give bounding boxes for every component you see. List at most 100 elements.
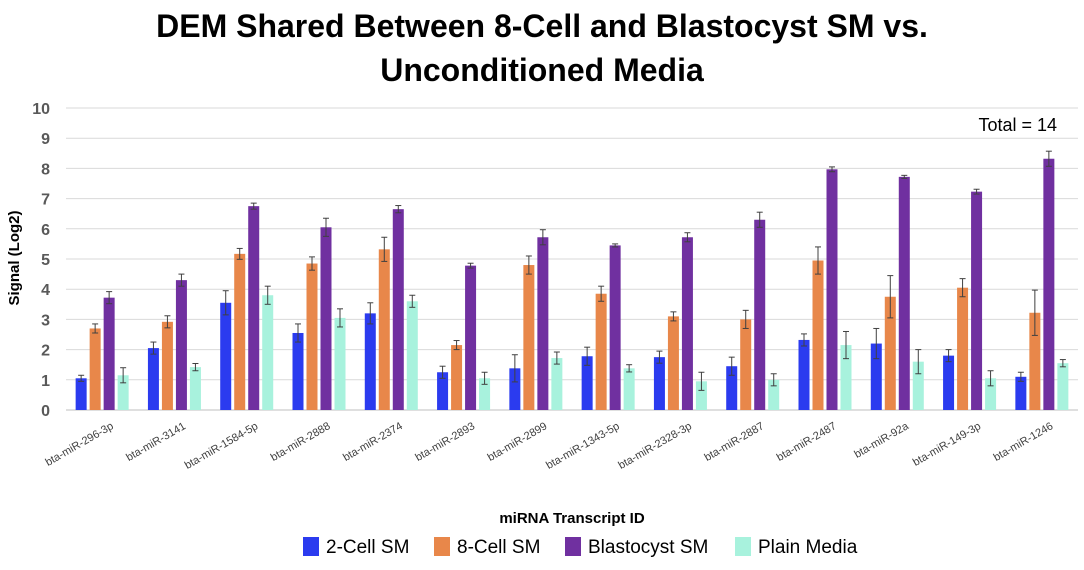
bar bbox=[523, 265, 535, 410]
bars bbox=[75, 158, 1069, 410]
bar bbox=[1029, 312, 1041, 410]
bar bbox=[364, 313, 376, 410]
bar bbox=[971, 191, 983, 410]
bar bbox=[1043, 158, 1055, 410]
bar bbox=[437, 372, 449, 410]
bar bbox=[537, 237, 549, 410]
bar bbox=[912, 361, 924, 410]
bar bbox=[551, 358, 563, 410]
bar bbox=[392, 209, 404, 410]
bar bbox=[695, 381, 707, 410]
bar bbox=[378, 249, 390, 410]
bar bbox=[1057, 363, 1069, 410]
legend-swatch bbox=[735, 537, 751, 556]
error-bars bbox=[78, 150, 1066, 391]
bar bbox=[840, 345, 852, 410]
bar bbox=[248, 206, 260, 410]
x-tick-label: bta-miR-1246 bbox=[992, 420, 1056, 464]
chart-title-line-2: Unconditioned Media bbox=[380, 52, 704, 88]
bar bbox=[957, 287, 969, 410]
bar bbox=[89, 328, 101, 410]
bar bbox=[653, 357, 665, 410]
bar bbox=[740, 319, 752, 410]
bar bbox=[234, 253, 246, 410]
y-tick-label: 7 bbox=[41, 192, 50, 209]
y-tick-label: 1 bbox=[41, 373, 50, 390]
legend-swatch bbox=[303, 537, 319, 556]
y-tick-label: 8 bbox=[41, 161, 50, 178]
x-tick-label: bta-miR-2487 bbox=[775, 420, 839, 464]
bar bbox=[75, 378, 87, 410]
y-tick-label: 3 bbox=[41, 312, 50, 329]
y-axis-ticks: 0 1 2 3 4 5 6 7 8 9 10 bbox=[32, 101, 50, 420]
x-tick-label: bta-miR-2887 bbox=[703, 420, 767, 464]
legend-label: 2-Cell SM bbox=[326, 537, 409, 558]
bar bbox=[826, 169, 838, 410]
bar bbox=[726, 366, 738, 410]
y-tick-label: 10 bbox=[32, 101, 50, 118]
y-tick-label: 6 bbox=[41, 222, 50, 239]
bar bbox=[985, 378, 997, 410]
x-tick-label: bta-miR-149-3p bbox=[911, 420, 983, 469]
bar bbox=[292, 332, 304, 410]
legend-label: Blastocyst SM bbox=[588, 537, 708, 558]
bar bbox=[320, 227, 332, 410]
x-axis-ticks: bta-miR-296-3p bta-miR-3141bta-miR-1584-5… bbox=[43, 420, 1055, 472]
y-tick-label: 5 bbox=[41, 252, 50, 269]
bar bbox=[870, 343, 882, 410]
y-tick-label: 0 bbox=[41, 403, 50, 420]
bar bbox=[220, 302, 232, 410]
total-annotation: Total = 14 bbox=[978, 115, 1057, 135]
bar bbox=[147, 348, 159, 410]
x-axis-label: miRNA Transcript ID bbox=[499, 510, 644, 527]
legend-label: 8-Cell SM bbox=[457, 537, 540, 558]
bar bbox=[479, 378, 491, 410]
bar bbox=[406, 301, 418, 410]
bar bbox=[1015, 376, 1027, 410]
legend: 2-Cell SM 8-Cell SM Blastocyst SM Plain Med… bbox=[303, 537, 858, 558]
bar bbox=[306, 263, 318, 410]
bar bbox=[943, 355, 955, 410]
bar bbox=[768, 379, 780, 410]
bar bbox=[681, 237, 693, 410]
bar bbox=[262, 295, 274, 410]
legend-label: Plain Media bbox=[758, 537, 858, 558]
y-tick-label: 4 bbox=[41, 282, 50, 299]
legend-swatch bbox=[565, 537, 581, 556]
bar bbox=[609, 245, 621, 410]
bar bbox=[754, 219, 766, 410]
bar bbox=[451, 345, 463, 410]
bar bbox=[884, 296, 896, 410]
bar bbox=[103, 297, 115, 410]
bar bbox=[595, 293, 607, 410]
gridlines bbox=[66, 107, 1078, 411]
chart-title-line-1: DEM Shared Between 8-Cell and Blastocyst… bbox=[156, 8, 928, 44]
bar bbox=[812, 260, 824, 410]
bar bbox=[509, 368, 521, 410]
x-tick-label: bta-miR-1343-5p bbox=[544, 420, 621, 472]
x-tick-label: bta-miR-296-3p bbox=[43, 420, 115, 469]
x-tick-label: bta-miR-2888 bbox=[269, 420, 333, 464]
bar bbox=[798, 339, 810, 410]
bar bbox=[161, 321, 173, 410]
x-tick-label: bta-miR-3141 bbox=[124, 420, 188, 464]
bar bbox=[117, 375, 129, 410]
y-tick-label: 2 bbox=[41, 343, 50, 360]
x-tick-label: bta-miR-2328-3p bbox=[616, 420, 693, 472]
x-tick-label: bta-miR-2374 bbox=[341, 420, 405, 464]
bar bbox=[465, 265, 477, 410]
x-tick-label: bta-miR-2893 bbox=[413, 420, 477, 464]
bar bbox=[898, 176, 910, 410]
bar bbox=[189, 367, 201, 410]
bar bbox=[334, 317, 346, 410]
chart-title: DEM Shared Between 8-Cell and Blastocyst… bbox=[0, 4, 1084, 92]
bar bbox=[667, 316, 679, 410]
x-tick-label: bta-miR-92a bbox=[852, 420, 911, 461]
bar bbox=[175, 280, 187, 410]
y-axis-label: Signal (Log2) bbox=[6, 211, 23, 306]
y-tick-label: 9 bbox=[41, 131, 50, 148]
bar bbox=[581, 356, 593, 410]
legend-swatch bbox=[434, 537, 450, 556]
x-tick-label: bta-miR-1584-5p bbox=[183, 420, 260, 472]
